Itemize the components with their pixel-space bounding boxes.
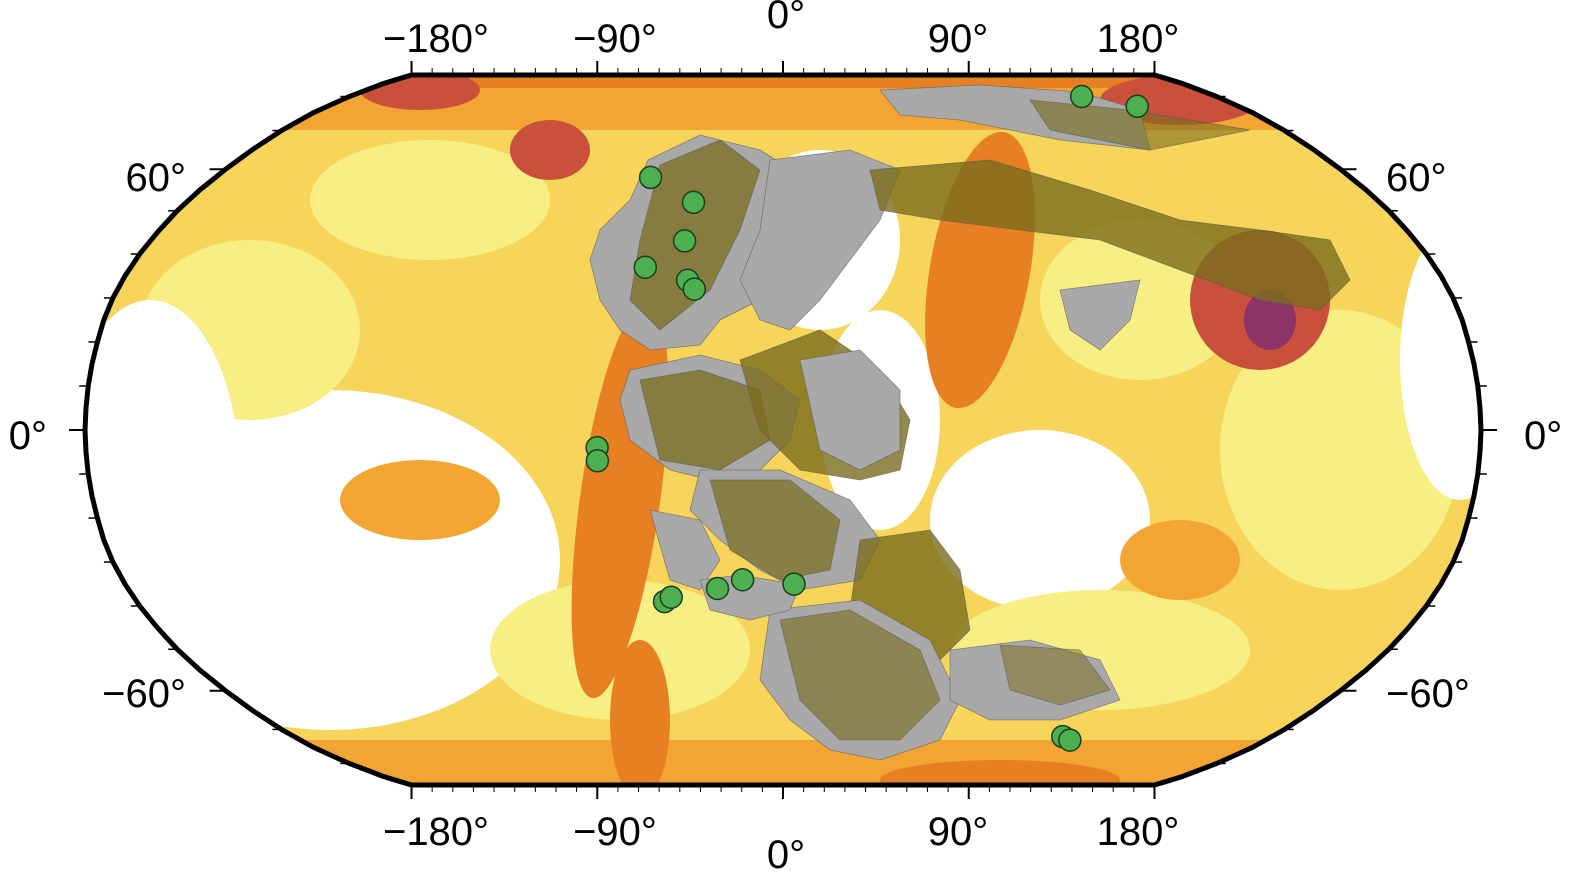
- sample-site-marker: [1069, 84, 1094, 109]
- lat-label-left-2: −60°: [102, 672, 186, 716]
- lon-label-top-0: −180°: [383, 17, 489, 61]
- sample-site-marker: [633, 255, 658, 279]
- lon-label-top-4: 180°: [1097, 17, 1180, 61]
- south-polar-band: [85, 740, 1481, 785]
- white-east-1: [930, 430, 1150, 610]
- lon-label-bottom-3: 90°: [928, 810, 989, 854]
- orange-west-1: [340, 460, 500, 540]
- orange-east-3: [1120, 520, 1240, 600]
- europe-block: [739, 149, 901, 331]
- lon-label-top-2: 0°: [767, 0, 805, 37]
- antarctica-olive: [779, 609, 941, 741]
- longitude-labels-bottom: −180° −90° 0° 90° 180°: [383, 810, 1179, 876]
- lon-label-bottom-0: −180°: [383, 810, 489, 854]
- red-north-edge: [1390, 105, 1481, 155]
- lat-label-left-0: 60°: [126, 156, 187, 200]
- small-east-block: [1059, 279, 1141, 351]
- lon-label-bottom-4: 180°: [1097, 810, 1180, 854]
- pale-east-1: [1220, 310, 1460, 590]
- australia-olive: [999, 644, 1111, 706]
- sw-fragment: [649, 509, 721, 591]
- pale-north-west: [310, 140, 550, 260]
- red-north-1: [510, 120, 590, 180]
- longitude-labels-top: −180° −90° 0° 90° 180°: [383, 0, 1179, 61]
- sample-site-marker: [1058, 728, 1082, 752]
- sample-site-marker: [638, 165, 663, 190]
- lat-label-right-0: 60°: [1386, 156, 1447, 200]
- africa-south-olive: [709, 479, 841, 581]
- latitude-labels-left: 60° 0° −60°: [9, 156, 186, 716]
- sample-site-marker: [585, 449, 610, 473]
- sample-site-marker: [730, 567, 755, 592]
- lon-label-top-3: 90°: [928, 17, 989, 61]
- white-far-east: [1400, 220, 1481, 500]
- frame-ticks: [69, 61, 1497, 799]
- continents: [589, 84, 1351, 761]
- sample-site-marker: [672, 229, 697, 253]
- lat-label-right-1: 0°: [1524, 414, 1562, 458]
- siberia-olive: [1029, 99, 1251, 151]
- north-polar-band: [85, 75, 1481, 130]
- sample-site-markers: [585, 84, 1149, 752]
- sample-site-marker: [1125, 94, 1149, 119]
- latitude-labels-right: 60° 0° −60°: [1386, 156, 1562, 716]
- lat-label-right-2: −60°: [1386, 672, 1470, 716]
- lon-label-bottom-1: −90°: [573, 810, 657, 854]
- sample-site-marker: [705, 576, 730, 601]
- sample-site-marker: [782, 572, 806, 596]
- sample-site-marker: [681, 190, 706, 215]
- sample-site-marker: [682, 277, 707, 301]
- magenta-hot-east: [1244, 290, 1296, 350]
- lat-label-left-1: 0°: [9, 414, 47, 458]
- sample-site-marker: [659, 585, 683, 609]
- lon-label-bottom-2: 0°: [767, 833, 805, 876]
- lon-label-top-1: −90°: [573, 17, 657, 61]
- orange-south-1: [880, 760, 1120, 785]
- africa-gray: [799, 349, 901, 471]
- orange-ridge-2: [610, 640, 670, 785]
- asia-olive-band: [869, 159, 1351, 311]
